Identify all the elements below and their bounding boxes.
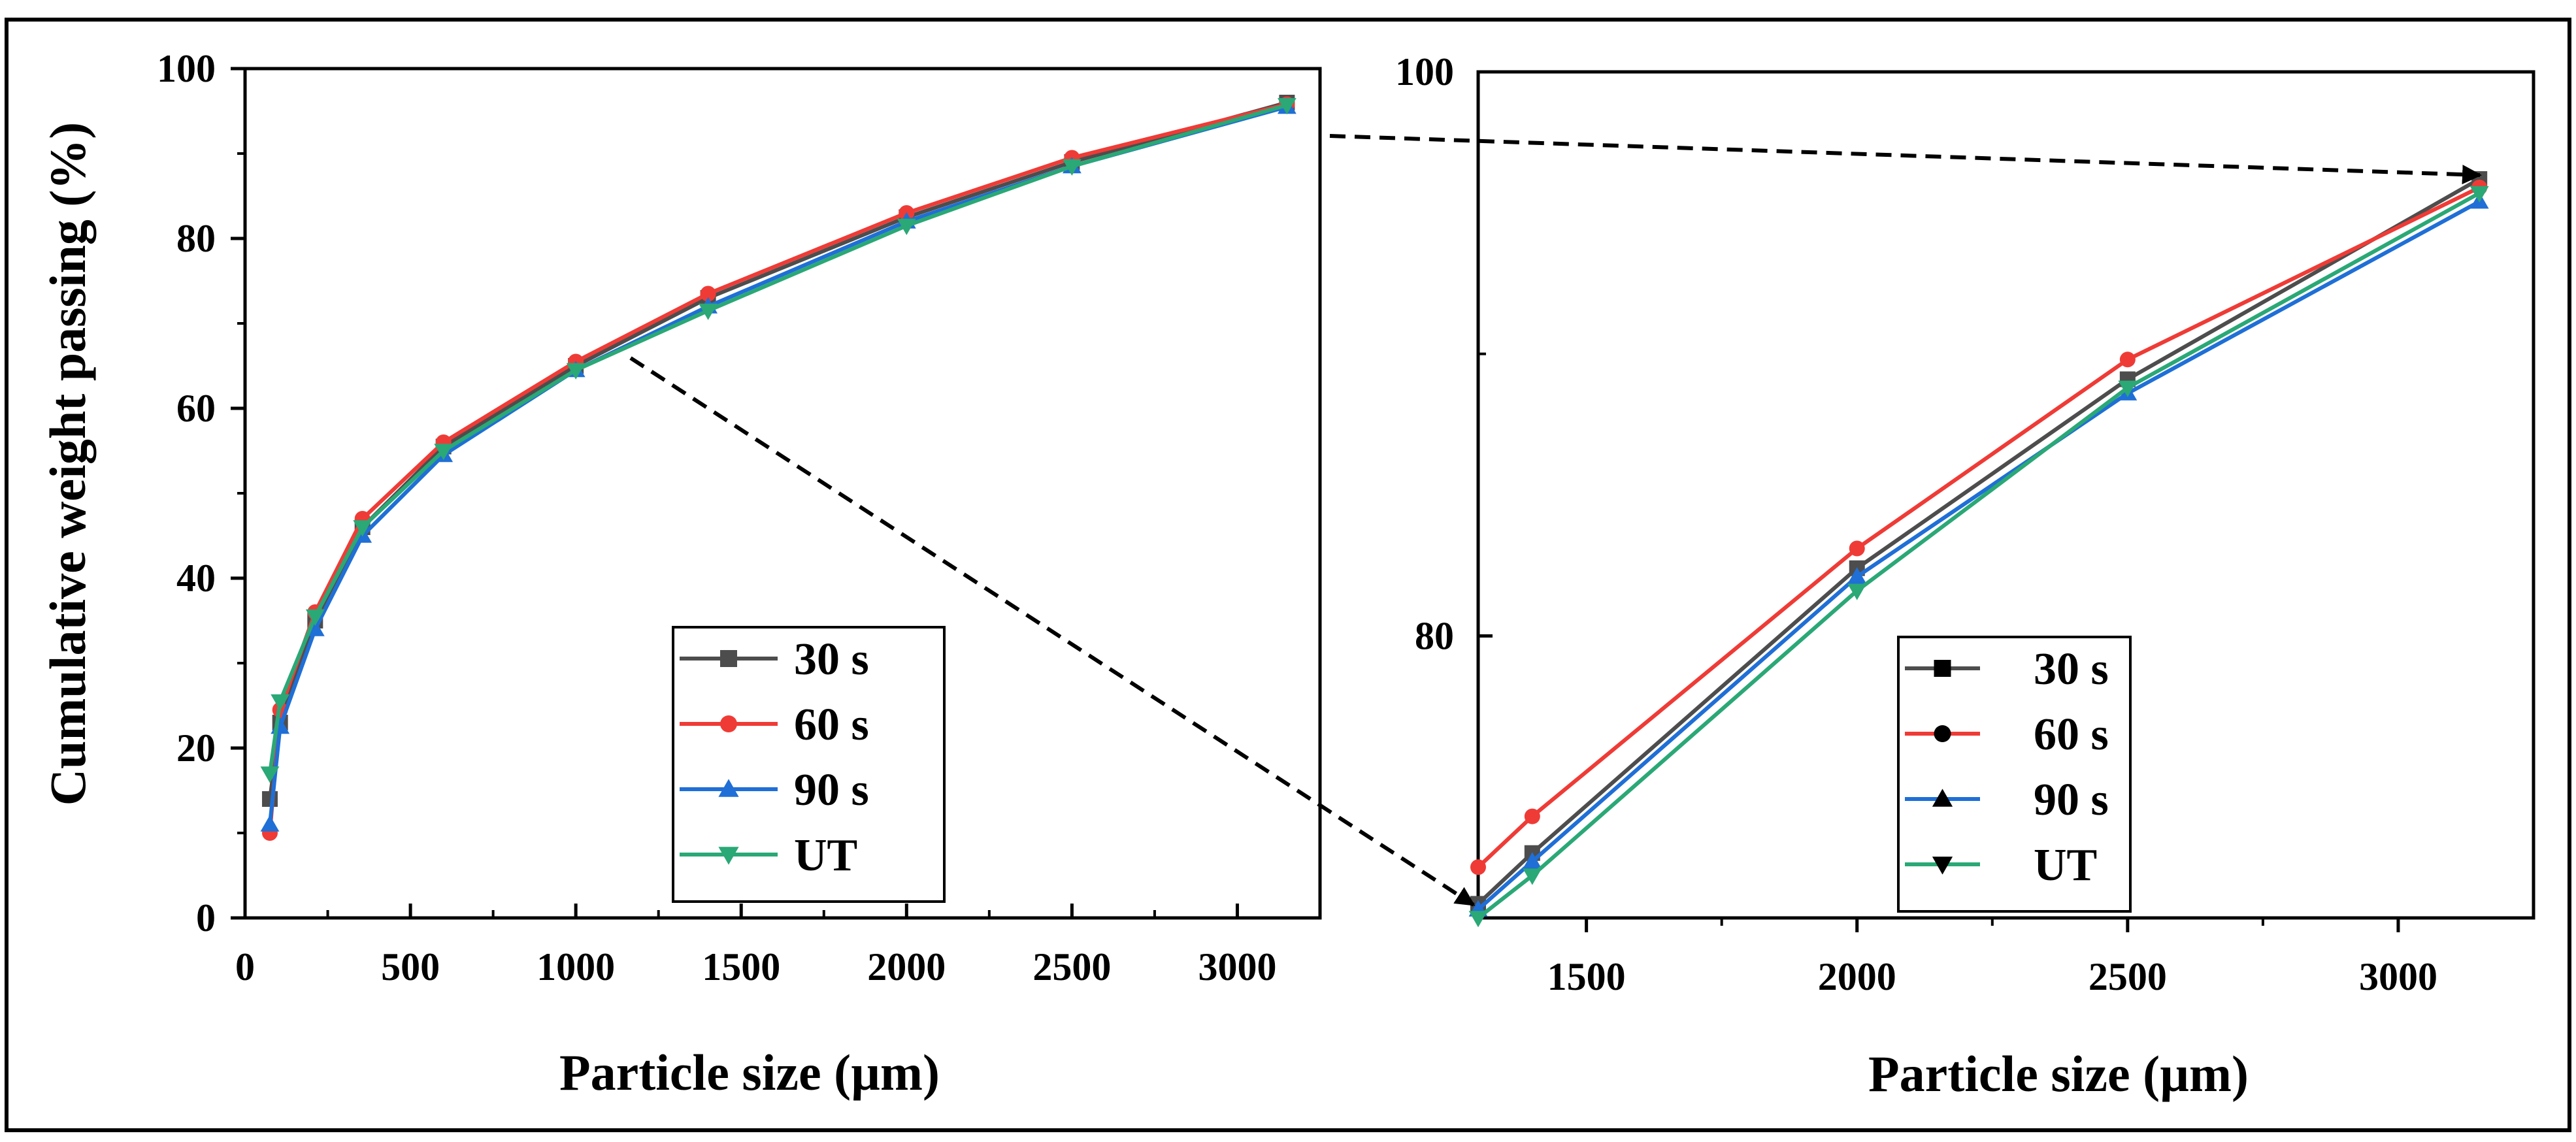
zoom-arrow-bottom xyxy=(629,356,1476,907)
legend: 30 s 60 s 90 s UT xyxy=(672,626,946,903)
data-point-UT xyxy=(271,694,290,711)
x-tick-label: 2000 xyxy=(1818,955,1896,998)
y-tick-label: 80 xyxy=(176,217,216,260)
x-tick-label: 2000 xyxy=(867,945,946,988)
legend-marker xyxy=(720,650,737,667)
legend-label: 30 s xyxy=(794,634,869,685)
series-line-30s xyxy=(267,101,1288,800)
plot-area-frame xyxy=(1476,70,2535,920)
x-tick-label: 2500 xyxy=(1032,945,1111,988)
series-line-UT xyxy=(267,103,1288,774)
y-tick-label: 40 xyxy=(176,557,216,600)
data-point-90s xyxy=(1523,852,1542,869)
legend-label: 60 s xyxy=(2034,710,2109,760)
data-point-60s xyxy=(1470,859,1486,875)
x-tick-label: 2500 xyxy=(2089,955,2167,998)
data-point-30s xyxy=(261,791,278,807)
x-tick-label: 1500 xyxy=(702,945,780,988)
y-tick-label: 100 xyxy=(157,47,216,90)
legend-marker xyxy=(1932,856,1953,875)
legend: 30 s 60 s 90 s UT xyxy=(1897,636,2132,913)
legend-label: 30 s xyxy=(2034,644,2109,694)
data-point-UT xyxy=(699,303,718,320)
legend-label: 90 s xyxy=(2034,775,2109,825)
data-point-UT xyxy=(1523,868,1542,885)
chart-full-range: 0 500 1000 1500 2000 2500 3000 0 20 40 60 80 100 Par… xyxy=(39,47,1322,1101)
legend-marker xyxy=(718,779,739,797)
y-tick-label: 0 xyxy=(196,896,216,939)
x-tick-label: 0 xyxy=(235,945,255,988)
legend-label: UT xyxy=(794,830,857,881)
chart-zoomed: 1500 2000 2500 3000 80 100 Particle size (µm)… xyxy=(1395,50,2535,1102)
y-tick-label: 20 xyxy=(176,726,216,770)
legend-label: 90 s xyxy=(794,765,869,815)
data-point-UT xyxy=(1468,911,1488,928)
data-point-UT xyxy=(897,218,916,235)
data-point-UT xyxy=(1062,159,1082,176)
legend-marker xyxy=(1934,725,1951,742)
data-point-60s xyxy=(1524,808,1540,824)
legend-marker xyxy=(1932,789,1953,807)
data-point-UT xyxy=(2118,380,2138,397)
data-point-UT xyxy=(566,363,586,380)
data-point-UT xyxy=(353,520,372,537)
x-tick-label: 3000 xyxy=(1198,945,1276,988)
data-point-UT xyxy=(1277,98,1296,115)
data-point-90s xyxy=(1847,567,1867,584)
data-point-UT xyxy=(305,609,325,626)
x-axis-title: Particle size (µm) xyxy=(559,1044,940,1101)
figure-border xyxy=(5,18,2571,1132)
data-point-UT xyxy=(260,766,280,783)
data-point-60s xyxy=(1849,540,1865,557)
legend-label: UT xyxy=(2034,840,2097,890)
y-tick-label: 100 xyxy=(1395,50,1454,93)
x-tick-label: 1000 xyxy=(537,945,615,988)
data-point-90s xyxy=(260,815,280,832)
legend-label: 60 s xyxy=(794,700,869,750)
data-point-UT xyxy=(1847,583,1867,600)
data-point-UT xyxy=(2469,186,2489,203)
legend-marker xyxy=(718,847,739,865)
legend-marker xyxy=(720,715,737,732)
y-tick-label: 60 xyxy=(176,387,216,430)
y-axis-title: Cumulative weight passing (%) xyxy=(39,122,96,806)
data-point-60s xyxy=(700,286,716,302)
x-tick-label: 1500 xyxy=(1547,955,1626,998)
x-tick-label: 500 xyxy=(381,945,440,988)
x-axis-title: Particle size (µm) xyxy=(1868,1045,2249,1102)
zoom-arrow-top xyxy=(1329,134,2482,185)
x-tick-label: 3000 xyxy=(2359,955,2437,998)
data-point-UT xyxy=(434,444,454,461)
y-tick-label: 80 xyxy=(1415,614,1454,657)
data-point-60s xyxy=(2119,351,2136,368)
legend-marker xyxy=(1934,660,1951,677)
